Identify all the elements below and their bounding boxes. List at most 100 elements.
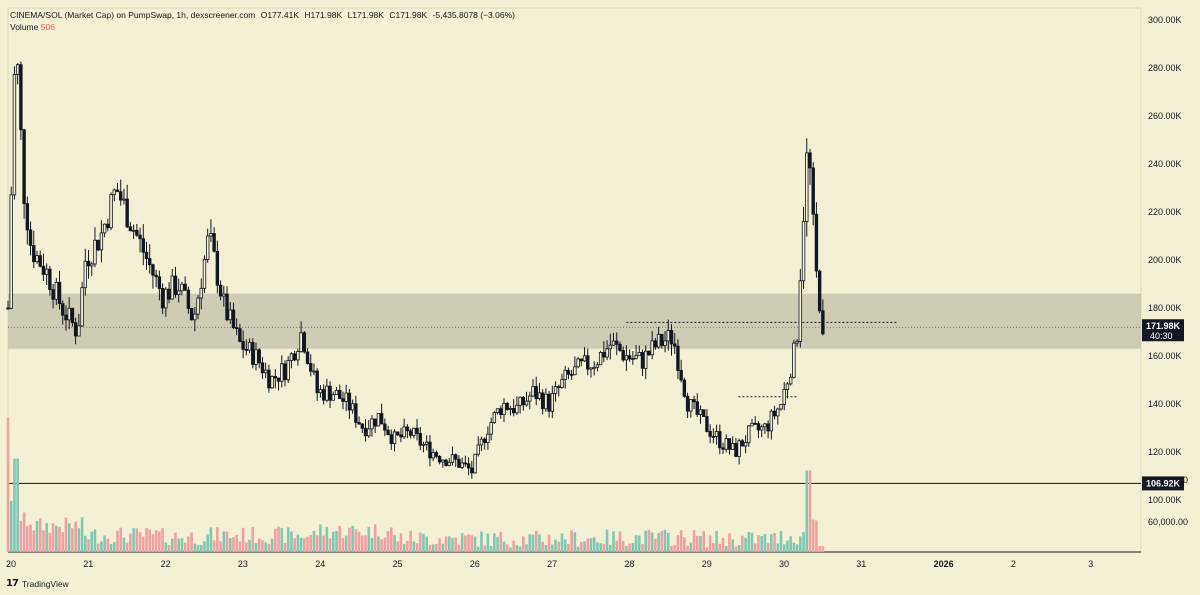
volume-bar: [351, 525, 354, 552]
volume-bar: [357, 531, 361, 552]
support-label: 106.92K: [1146, 478, 1181, 488]
candle-body: [566, 369, 571, 375]
volume-bar: [38, 518, 42, 552]
candle-body: [634, 355, 638, 359]
candle-body: [808, 152, 812, 169]
volume-bar: [676, 535, 680, 552]
volume-bar: [396, 541, 400, 552]
volume-bar: [309, 534, 313, 552]
candle-body: [618, 343, 622, 351]
candle-body: [730, 443, 735, 450]
candle-body: [196, 297, 200, 315]
candle-body: [782, 389, 786, 405]
candle-body: [357, 422, 361, 425]
volume-bar: [29, 524, 32, 552]
candle-body: [167, 288, 171, 300]
volume-bar: [547, 534, 551, 552]
volume-bar: [286, 527, 290, 552]
volume-bar: [103, 535, 106, 552]
volume-bar: [74, 521, 77, 552]
volume-bar: [522, 536, 525, 552]
candle-body: [460, 462, 464, 468]
candle-body: [193, 313, 197, 321]
volume-bar: [296, 534, 300, 552]
candle-body: [418, 433, 422, 446]
volume-bar: [612, 531, 615, 552]
candle-body: [811, 167, 815, 215]
volume-bar: [641, 544, 644, 552]
candle-body: [90, 263, 94, 267]
candle-body: [479, 438, 484, 446]
volume-bar: [193, 543, 197, 552]
candle-body: [61, 303, 65, 316]
candle-body: [273, 376, 278, 379]
volume-bar: [460, 533, 464, 552]
volume-bar: [222, 531, 226, 552]
volume-bar: [721, 538, 725, 552]
volume-bar: [483, 545, 486, 552]
volume-bar: [576, 546, 580, 552]
volume-bar: [605, 529, 609, 552]
candle-body: [280, 363, 284, 382]
candle-body: [589, 367, 593, 370]
volume-bar: [415, 543, 419, 552]
candle-body: [138, 234, 142, 240]
candle-body: [743, 442, 748, 447]
candle-body: [73, 322, 78, 337]
candle-body: [579, 358, 584, 362]
volume-bar: [502, 541, 506, 552]
volume-bar: [335, 530, 338, 552]
candle-body: [428, 441, 432, 459]
candle-body: [602, 352, 606, 358]
volume-bar: [64, 517, 68, 552]
candle-body: [144, 251, 149, 259]
volume-bar: [670, 545, 673, 552]
candle-body: [663, 340, 667, 346]
volume-legend[interactable]: Volume 506: [10, 22, 55, 32]
volume-bar: [660, 531, 664, 552]
price-tick-label: 220.00K: [1148, 207, 1182, 217]
candle-body: [692, 399, 696, 403]
volume-bar: [428, 544, 432, 552]
date-tick-label: 30: [779, 559, 789, 569]
candle-body: [747, 425, 751, 443]
date-tick-label: 3: [1088, 559, 1093, 569]
candle-body: [86, 260, 91, 267]
volume-bar: [380, 539, 383, 552]
candle-body: [157, 276, 162, 289]
volume-bar: [261, 540, 264, 552]
volume-bar: [689, 542, 693, 552]
volume-bar: [183, 542, 187, 552]
volume-bar: [499, 531, 503, 552]
candle-body: [102, 223, 107, 234]
footer-brand[interactable]: 17 TradingView: [6, 578, 69, 589]
candle-body: [569, 373, 574, 376]
date-tick-label: 24: [315, 559, 325, 569]
volume-bar: [805, 470, 809, 552]
candle-body: [447, 461, 451, 467]
volume-bar: [650, 532, 654, 552]
volume-bar: [815, 520, 818, 552]
candle-body: [708, 431, 712, 437]
volume-bar: [628, 543, 631, 552]
volume-bar: [206, 534, 209, 552]
candle-body: [12, 74, 17, 196]
candle-body: [772, 410, 777, 417]
volume-bar: [174, 532, 177, 552]
volume-bar: [538, 534, 541, 552]
candle-body: [718, 431, 722, 449]
candle-body: [286, 360, 290, 381]
candle-body: [737, 440, 741, 457]
volume-bar: [264, 542, 267, 552]
candle-body: [151, 264, 155, 276]
candle-body: [408, 430, 413, 436]
volume-bar: [106, 538, 110, 552]
candle-body: [817, 270, 822, 312]
volume-bar: [476, 546, 480, 552]
volume-bar: [219, 541, 222, 552]
volume-bar: [702, 531, 705, 552]
candle-body: [93, 239, 97, 265]
candle-body: [650, 340, 654, 356]
candle-body: [276, 377, 281, 382]
